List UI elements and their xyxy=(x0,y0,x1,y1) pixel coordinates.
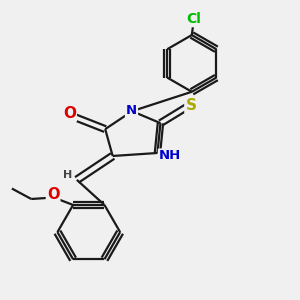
Text: NH: NH xyxy=(159,149,181,163)
Text: S: S xyxy=(185,98,197,113)
Text: Cl: Cl xyxy=(186,12,201,26)
Text: N: N xyxy=(126,104,137,117)
Text: H: H xyxy=(63,170,73,180)
Text: O: O xyxy=(63,106,76,121)
Text: O: O xyxy=(47,187,59,202)
